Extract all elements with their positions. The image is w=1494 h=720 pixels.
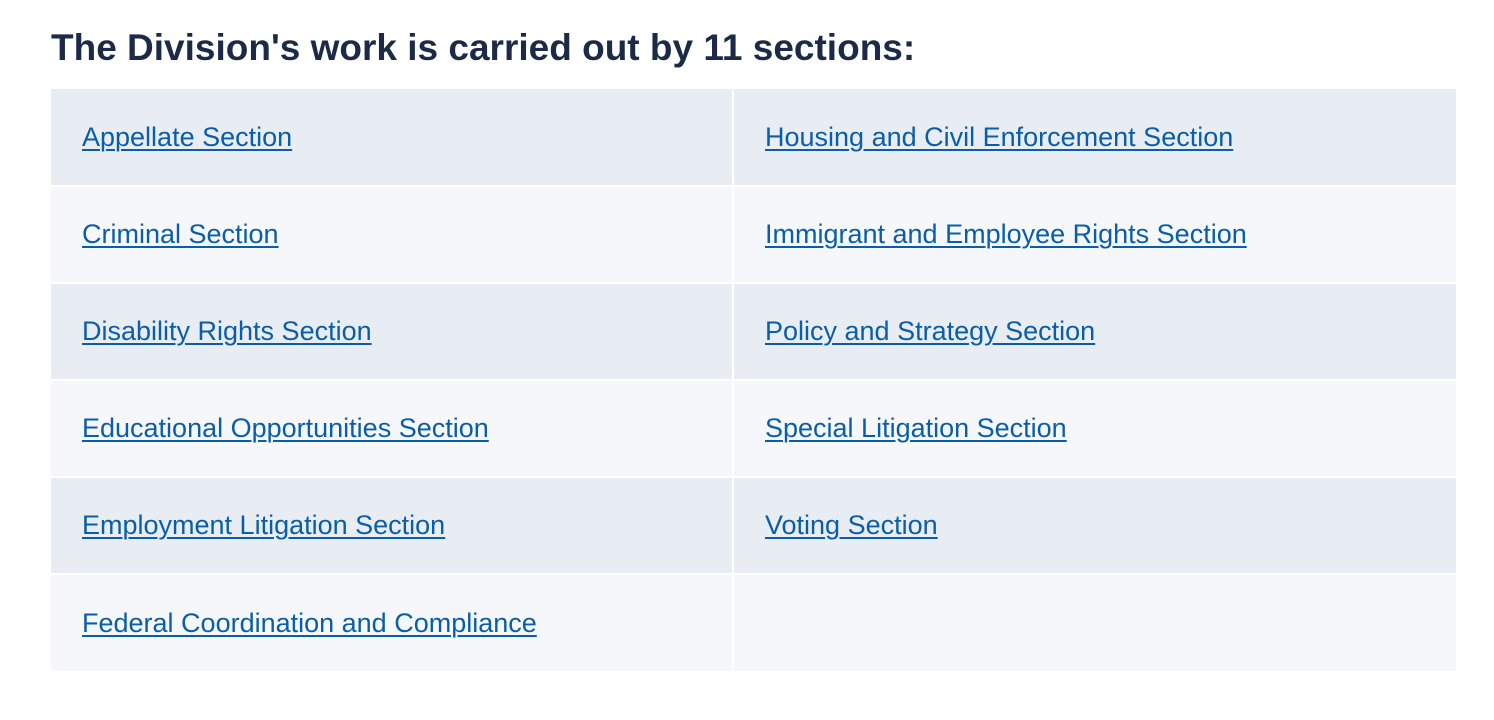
table-row: Criminal Section Immigrant and Employee … bbox=[51, 185, 1456, 283]
table-cell: Appellate Section bbox=[51, 89, 733, 186]
link-employment-litigation-section[interactable]: Employment Litigation Section bbox=[82, 510, 446, 540]
table-row: Federal Coordination and Compliance bbox=[51, 573, 1456, 671]
table-cell: Educational Opportunities Section bbox=[51, 379, 733, 477]
table-row: Disability Rights Section Policy and Str… bbox=[51, 282, 1456, 380]
link-educational-opportunities-section[interactable]: Educational Opportunities Section bbox=[82, 413, 489, 443]
table-cell: Federal Coordination and Compliance bbox=[51, 573, 733, 671]
table-cell: Criminal Section bbox=[51, 185, 733, 283]
table-cell: Voting Section bbox=[732, 476, 1456, 574]
table-cell: Immigrant and Employee Rights Section bbox=[732, 185, 1456, 283]
table-row: Appellate Section Housing and Civil Enfo… bbox=[51, 89, 1456, 186]
table-cell: Policy and Strategy Section bbox=[732, 282, 1456, 380]
link-voting-section[interactable]: Voting Section bbox=[765, 510, 938, 540]
link-disability-rights-section[interactable]: Disability Rights Section bbox=[82, 316, 372, 346]
table-cell: Housing and Civil Enforcement Section bbox=[732, 89, 1456, 186]
table-cell: Employment Litigation Section bbox=[51, 476, 733, 574]
table-cell-empty bbox=[732, 573, 1456, 671]
link-federal-coordination-compliance[interactable]: Federal Coordination and Compliance bbox=[82, 607, 537, 638]
table-row: Educational Opportunities Section Specia… bbox=[51, 379, 1456, 477]
link-immigrant-employee-rights-section[interactable]: Immigrant and Employee Rights Section bbox=[765, 219, 1247, 249]
link-criminal-section[interactable]: Criminal Section bbox=[82, 219, 279, 249]
page-heading: The Division's work is carried out by 11… bbox=[51, 27, 916, 68]
table-row: Employment Litigation Section Voting Sec… bbox=[51, 476, 1456, 574]
table-cell: Disability Rights Section bbox=[51, 282, 733, 380]
link-policy-strategy-section[interactable]: Policy and Strategy Section bbox=[765, 316, 1096, 346]
sections-table: Appellate Section Housing and Civil Enfo… bbox=[51, 89, 1456, 671]
table-cell: Special Litigation Section bbox=[732, 379, 1456, 477]
link-housing-civil-enforcement-section[interactable]: Housing and Civil Enforcement Section bbox=[765, 121, 1234, 152]
link-special-litigation-section[interactable]: Special Litigation Section bbox=[765, 413, 1067, 443]
link-appellate-section[interactable]: Appellate Section bbox=[82, 121, 293, 152]
